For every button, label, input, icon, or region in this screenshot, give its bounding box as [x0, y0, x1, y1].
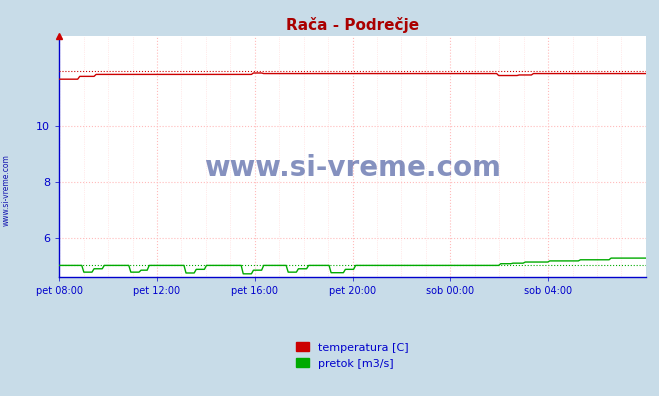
Title: Rača - Podrečje: Rača - Podrečje	[286, 17, 419, 33]
Text: www.si-vreme.com: www.si-vreme.com	[2, 154, 11, 226]
Text: www.si-vreme.com: www.si-vreme.com	[204, 154, 501, 183]
Legend: temperatura [C], pretok [m3/s]: temperatura [C], pretok [m3/s]	[292, 338, 413, 373]
